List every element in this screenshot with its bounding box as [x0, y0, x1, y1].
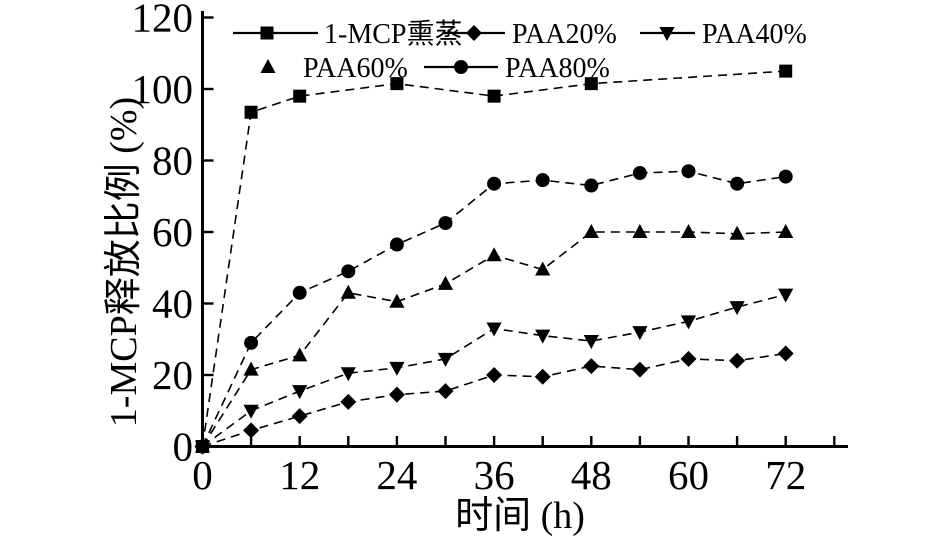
triangle-down-marker — [486, 322, 502, 337]
legend-label: PAA80% — [505, 53, 610, 84]
square-marker — [584, 77, 598, 91]
square-marker — [260, 26, 274, 40]
triangle-down-marker — [729, 301, 745, 316]
triangle-down-marker — [340, 367, 356, 382]
legend-item-PAA40%: PAA40% — [640, 19, 807, 50]
diamond-marker — [291, 408, 308, 425]
x-axis-title: 时间 (h) — [455, 495, 585, 536]
y-tick-label: 60 — [152, 209, 193, 255]
circle-marker — [632, 166, 647, 181]
y-tick-label: 100 — [132, 66, 194, 112]
diamond-marker — [437, 383, 454, 400]
y-tick-label: 120 — [132, 0, 194, 41]
y-tick-label: 40 — [152, 281, 193, 327]
x-tick-label: 60 — [668, 452, 709, 498]
circle-marker — [730, 176, 745, 191]
triangle-up-marker — [632, 224, 648, 238]
circle-marker — [438, 216, 453, 231]
triangle-up-marker — [292, 347, 308, 362]
triangle-up-marker — [583, 224, 599, 238]
triangle-up-marker — [729, 225, 745, 240]
triangle-up-marker — [243, 361, 259, 376]
series-line — [201, 170, 786, 447]
triangle-up-marker — [260, 59, 276, 73]
triangle-down-marker — [389, 361, 405, 376]
x-tick-label: 24 — [376, 452, 417, 498]
triangle-down-marker — [583, 335, 599, 350]
diamond-marker — [680, 350, 697, 367]
legend-item-PAA20%: PAA20% — [444, 19, 617, 50]
triangle-up-marker — [680, 224, 697, 238]
circle-marker — [195, 439, 210, 454]
series-PAA80% — [195, 164, 793, 454]
legend-label: 1-MCP熏蒸 — [324, 18, 462, 50]
triangle-down-marker — [243, 404, 259, 419]
diamond-marker — [729, 352, 746, 369]
triangle-up-marker — [778, 224, 794, 238]
triangle-down-marker — [680, 315, 697, 330]
square-marker — [293, 89, 307, 103]
circle-marker — [681, 164, 696, 179]
x-tick-label: 36 — [474, 452, 515, 498]
square-marker — [390, 77, 404, 91]
legend-label: PAA60% — [303, 53, 408, 84]
diamond-marker — [340, 393, 357, 410]
series-line — [201, 231, 786, 447]
diamond-marker — [466, 25, 482, 41]
series-PAA40% — [194, 288, 794, 455]
square-marker — [779, 64, 793, 78]
legend: 1-MCP熏蒸 PAA20% PAA40% PAA60% PAA80% — [233, 18, 807, 84]
circle-marker — [487, 176, 502, 191]
y-tick-label: 0 — [173, 424, 194, 470]
y-tick-label: 20 — [152, 352, 193, 398]
diamond-marker — [486, 367, 503, 383]
circle-marker — [292, 285, 307, 300]
series-PAA60% — [194, 224, 794, 453]
triangle-up-marker — [389, 293, 405, 308]
x-tick-label: 12 — [279, 452, 320, 498]
legend-label: PAA40% — [702, 19, 807, 50]
legend-label: PAA20% — [512, 19, 617, 50]
triangle-up-marker — [535, 261, 551, 276]
circle-marker — [535, 173, 550, 188]
legend-item-PAA80%: PAA80% — [424, 53, 610, 84]
circle-marker — [244, 335, 259, 350]
triangle-up-marker — [437, 275, 454, 290]
diamond-marker — [631, 361, 648, 378]
circle-marker — [341, 264, 356, 279]
circle-marker — [778, 169, 793, 184]
triangle-down-marker — [437, 352, 454, 367]
triangle-down-marker — [778, 288, 794, 303]
circle-marker — [584, 178, 599, 193]
x-tick-label: 0 — [192, 452, 213, 498]
diamond-marker — [388, 386, 405, 403]
triangle-down-marker — [535, 329, 551, 344]
diamond-marker — [243, 422, 260, 439]
triangle-down-marker — [659, 27, 675, 41]
triangle-down-marker — [632, 326, 648, 341]
diamond-marker — [534, 368, 551, 385]
square-marker — [244, 105, 258, 119]
y-tick-label: 80 — [152, 138, 193, 184]
x-tick-label: 48 — [571, 452, 612, 498]
circle-marker — [389, 237, 404, 252]
series-1-MCP熏蒸 — [196, 64, 793, 453]
legend-item-PAA60%: PAA60% — [260, 53, 408, 84]
circle-marker — [454, 60, 468, 74]
y-axis-title: 1-MCP释放比例 (%) — [103, 97, 145, 427]
triangle-up-marker — [486, 247, 502, 262]
x-tick-label: 72 — [765, 452, 806, 498]
triangle-down-marker — [292, 385, 308, 400]
triangle-up-marker — [340, 284, 356, 299]
square-marker — [487, 89, 501, 103]
diamond-marker — [777, 345, 794, 362]
diamond-marker — [583, 358, 600, 375]
legend-item-1-MCP熏蒸: 1-MCP熏蒸 — [233, 18, 462, 50]
